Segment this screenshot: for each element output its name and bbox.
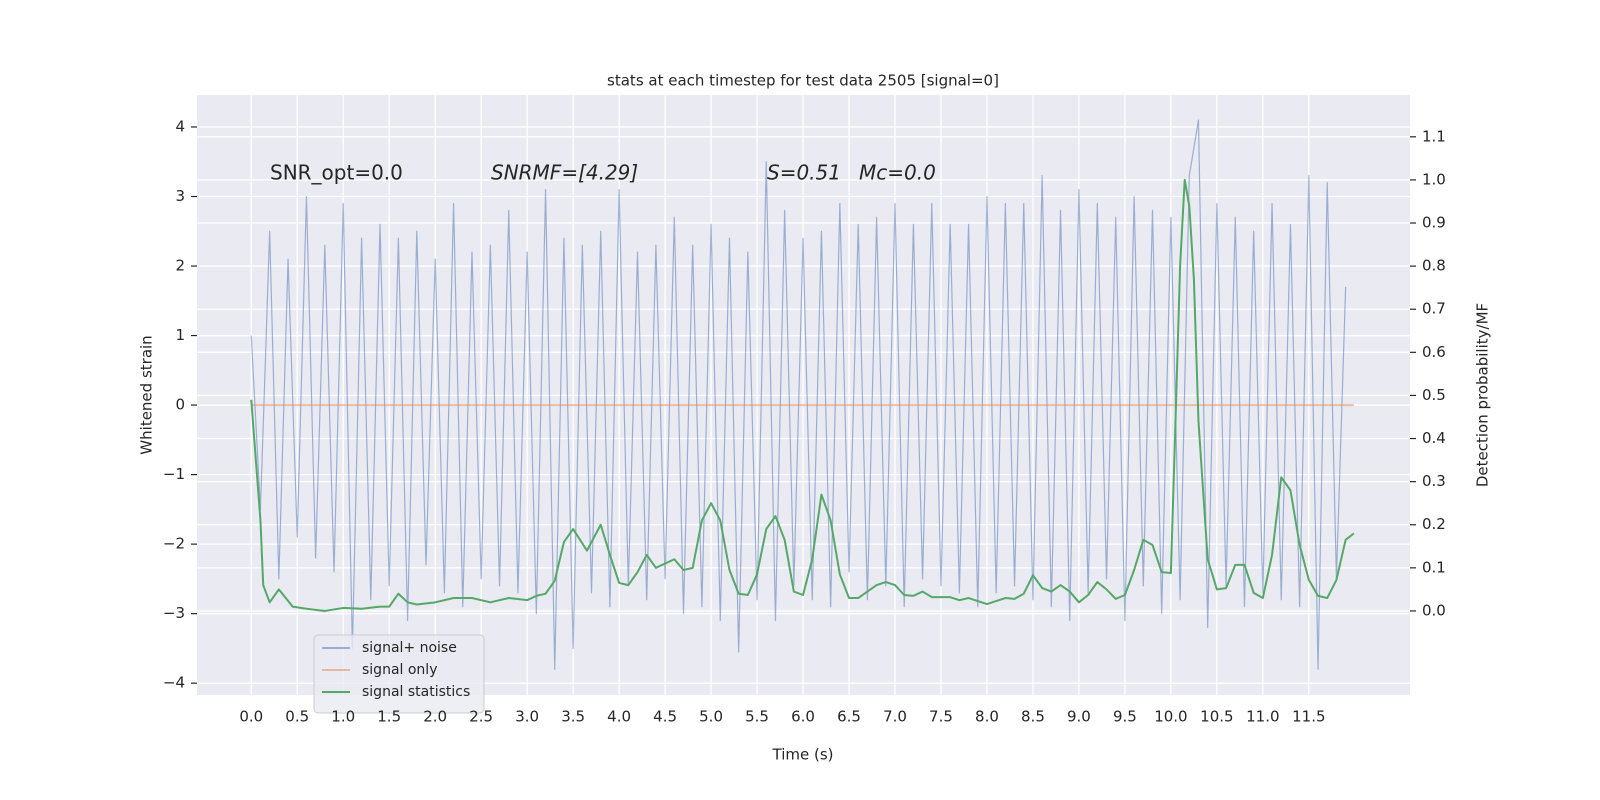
x-tick-label: 11.5 bbox=[1292, 708, 1325, 726]
y-tick-label: −2 bbox=[163, 535, 185, 553]
y-axis-label: Whitened strain bbox=[138, 335, 156, 454]
x-tick-label: 10.0 bbox=[1154, 708, 1187, 726]
x-tick-label: 8.0 bbox=[975, 708, 999, 726]
legend-label: signal only bbox=[362, 662, 437, 678]
y2-tick-label: 0.4 bbox=[1422, 429, 1446, 447]
x-tick-label: 9.0 bbox=[1067, 708, 1091, 726]
x-tick-label: 2.0 bbox=[423, 708, 447, 726]
x-tick-label: 11.0 bbox=[1246, 708, 1279, 726]
annotation: S=0.51 bbox=[767, 161, 841, 185]
y2-tick-label: 0.3 bbox=[1422, 472, 1446, 490]
y2-tick-label: 1.0 bbox=[1422, 170, 1446, 188]
x-tick-label: 10.5 bbox=[1200, 708, 1233, 726]
x-tick-label: 5.0 bbox=[699, 708, 723, 726]
x-tick-label: 8.5 bbox=[1021, 708, 1045, 726]
annotation: SNRMF=[4.29] bbox=[491, 161, 638, 185]
x-tick-label: 6.0 bbox=[791, 708, 815, 726]
y2-tick-label: 0.2 bbox=[1422, 515, 1446, 533]
y2-tick-label: 0.0 bbox=[1422, 601, 1446, 619]
y2-axis-label: Detection probability/MF bbox=[1474, 303, 1492, 487]
x-tick-label: 0.5 bbox=[285, 708, 309, 726]
y-tick-label: −4 bbox=[163, 674, 185, 692]
y-tick-label: −3 bbox=[163, 604, 185, 622]
x-tick-label: 6.5 bbox=[837, 708, 861, 726]
y2-tick-label: 0.8 bbox=[1422, 257, 1446, 275]
legend-label: signal+ noise bbox=[362, 640, 457, 656]
annotations: SNR_opt=0.0 SNRMF=[4.29] S=0.51 Mc=0.0 bbox=[270, 161, 936, 185]
x-tick-label: 4.5 bbox=[653, 708, 677, 726]
y2-tick-label: 1.1 bbox=[1422, 127, 1446, 145]
x-tick-label: 3.5 bbox=[561, 708, 585, 726]
y2-tick-label: 0.1 bbox=[1422, 558, 1446, 576]
x-tick-label: 3.0 bbox=[515, 708, 539, 726]
x-tick-label: 0.0 bbox=[239, 708, 263, 726]
y2-tick-label: 0.7 bbox=[1422, 300, 1446, 318]
marks bbox=[250, 119, 1355, 670]
x-tick-label: 1.0 bbox=[331, 708, 355, 726]
y-tick-label: 1 bbox=[175, 326, 185, 344]
y2-tick-label: 0.6 bbox=[1422, 343, 1446, 361]
y2-tick-label: 0.9 bbox=[1422, 214, 1446, 232]
series-line bbox=[250, 119, 1347, 670]
y-tick-label: 0 bbox=[175, 396, 185, 414]
y-tick-label: 2 bbox=[175, 257, 185, 275]
y2-tick-label: 0.5 bbox=[1422, 386, 1446, 404]
y-tick-label: −1 bbox=[163, 465, 185, 483]
y-tick-label: 4 bbox=[175, 117, 185, 135]
x-tick-label: 7.0 bbox=[883, 708, 907, 726]
x-tick-label: 4.0 bbox=[607, 708, 631, 726]
annotation: Mc=0.0 bbox=[859, 161, 936, 185]
legend-box bbox=[313, 634, 485, 714]
x-axis-label: Time (s) bbox=[772, 746, 834, 764]
legend: signal+ noise signal only signal statistic… bbox=[313, 634, 485, 714]
x-tick-label: 5.5 bbox=[745, 708, 769, 726]
chart-title: stats at each timestep for test data 250… bbox=[607, 72, 999, 90]
x-tick-label: 7.5 bbox=[929, 708, 953, 726]
y-tick-label: 3 bbox=[175, 187, 185, 205]
series-line bbox=[250, 178, 1355, 612]
x-tick-label: 9.5 bbox=[1113, 708, 1137, 726]
annotation: SNR_opt=0.0 bbox=[270, 161, 403, 185]
legend-label: signal statistics bbox=[362, 684, 470, 700]
x-tick-label: 2.5 bbox=[469, 708, 493, 726]
x-tick-label: 1.5 bbox=[377, 708, 401, 726]
